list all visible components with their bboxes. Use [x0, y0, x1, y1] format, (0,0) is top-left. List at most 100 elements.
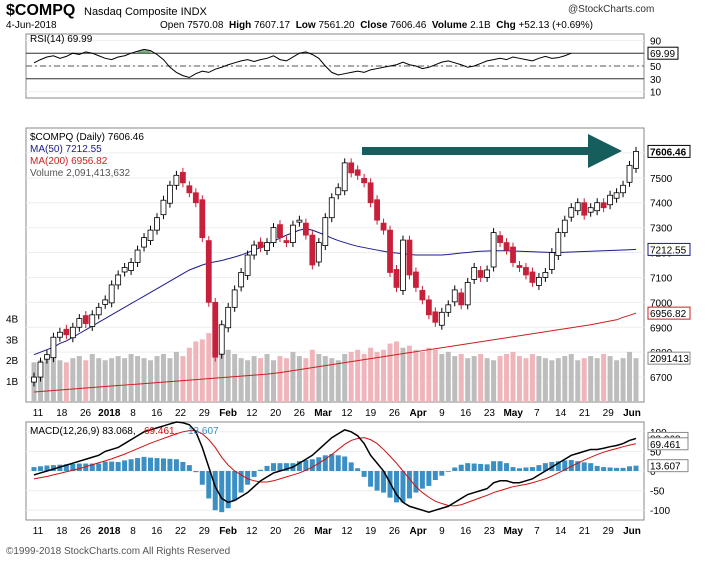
- macd-hist-bar: [342, 456, 348, 471]
- candle-body: [600, 202, 607, 209]
- candle-body: [367, 182, 374, 204]
- volume-bar: [283, 358, 289, 402]
- candle-body: [523, 267, 529, 276]
- x-tick-label-price: Feb: [219, 408, 237, 419]
- macd-hist-bar: [633, 465, 639, 471]
- candle-body: [270, 227, 277, 243]
- macd-hist-bar: [316, 457, 322, 471]
- macd-hist-bar: [154, 458, 160, 471]
- x-tick-label-price: 8: [130, 408, 136, 419]
- macd-hist-bar: [400, 471, 406, 503]
- volume-bar: [212, 328, 218, 402]
- x-tick-label-macd: 16: [460, 526, 472, 537]
- price-legend: $COMPQ (Daily) 7606.46: [30, 132, 144, 143]
- candle-body: [328, 197, 335, 219]
- macd-hist-bar: [627, 466, 633, 471]
- candle-body: [464, 282, 471, 306]
- candle-body: [205, 240, 212, 303]
- macd-hist-bar: [432, 471, 438, 481]
- macd-hist-bar: [232, 471, 238, 501]
- x-tick-label-macd: 7: [534, 526, 540, 537]
- candle-body: [89, 314, 96, 327]
- volume-bar: [180, 356, 186, 402]
- symbol: $COMPQ: [6, 2, 76, 19]
- brand-watermark[interactable]: @StockCharts.com: [568, 4, 655, 15]
- macd-hist-bar: [63, 464, 69, 471]
- x-tick-label-price: 20: [270, 408, 282, 419]
- volume-tick-label: 4B: [6, 314, 19, 325]
- chg-label: Chg: [496, 20, 516, 31]
- x-tick-label-macd: 12: [341, 526, 353, 537]
- volume-bar: [258, 358, 264, 402]
- rsi-tick-label: 10: [650, 88, 662, 99]
- low-value: 7561.20: [318, 20, 355, 31]
- macd-tick-label: -50: [650, 487, 665, 498]
- macd-hist-bar: [523, 467, 529, 471]
- volume-bar: [575, 360, 581, 402]
- x-tick-label-macd: 26: [80, 526, 92, 537]
- candle-body: [244, 254, 251, 276]
- trend-arrow-head: [588, 134, 622, 168]
- x-tick-label-price: 12: [341, 408, 353, 419]
- macd-hist-bar: [245, 471, 251, 485]
- volume-bar: [225, 349, 231, 402]
- rsi-last-box: [647, 46, 679, 60]
- volume-bar: [193, 341, 199, 402]
- candle-body: [128, 262, 134, 271]
- macd-tick-label: -100: [650, 506, 670, 517]
- candle-body: [277, 224, 283, 239]
- macd-hist-bar: [516, 468, 522, 471]
- ma50-last-box: [647, 242, 691, 256]
- candle-body: [134, 249, 141, 263]
- macd-hist-bar: [180, 461, 186, 471]
- volume-bar: [523, 358, 529, 402]
- macd-hist-bar: [361, 471, 367, 477]
- rsi-tick-label: 50: [650, 62, 662, 73]
- volume-bar: [426, 347, 432, 402]
- volume-bar: [109, 358, 115, 402]
- macd-hist-bar: [484, 464, 490, 471]
- x-tick-label-price: Apr: [410, 408, 427, 419]
- candle-body: [63, 328, 70, 336]
- candle-body: [251, 244, 257, 256]
- macd-hist-bar: [102, 461, 108, 471]
- candle-body: [238, 272, 245, 288]
- macd-hist-bar: [348, 462, 354, 471]
- candle-body: [283, 240, 290, 243]
- x-tick-label-price: 14: [555, 408, 567, 419]
- x-tick-label-price: Mar: [314, 408, 332, 419]
- macd-hist-bar: [225, 471, 231, 509]
- macd-hist-bar: [387, 471, 393, 498]
- volume-bar: [115, 356, 121, 402]
- volume-value: 2.1B: [470, 20, 491, 31]
- volume-bar: [607, 356, 613, 402]
- macd-hist-bar: [264, 465, 270, 471]
- macd-hist-bar: [309, 459, 315, 471]
- candle-body: [536, 277, 542, 286]
- candle-body: [302, 222, 309, 236]
- x-tick-label-macd: 16: [151, 526, 163, 537]
- x-tick-label-macd: 9: [439, 526, 445, 537]
- candle-body: [141, 237, 147, 248]
- candle-body: [497, 235, 503, 243]
- volume-last-box: [647, 351, 691, 365]
- volume-bar: [342, 353, 348, 402]
- x-tick-label-macd: Feb: [219, 526, 237, 537]
- x-tick-label-price: 26: [389, 408, 401, 419]
- macd-hist-bar: [575, 461, 581, 471]
- volume-bar: [167, 358, 173, 402]
- high-value: 7607.17: [253, 20, 291, 31]
- x-tick-label-macd: 26: [294, 526, 306, 537]
- quote-date: 4-Jun-2018: [6, 20, 57, 31]
- candle-body: [192, 192, 199, 204]
- volume-bar: [141, 358, 147, 402]
- x-tick-label-price: 12: [246, 408, 258, 419]
- price-tick-label: 7500: [650, 174, 673, 185]
- candle-body: [173, 174, 180, 186]
- macd-hist-bar: [271, 463, 277, 471]
- candle-body: [406, 239, 413, 276]
- candle-body: [50, 336, 57, 359]
- macd-hist-bar: [594, 465, 600, 471]
- candle-body: [115, 274, 122, 286]
- macd-hist-bar: [31, 467, 37, 471]
